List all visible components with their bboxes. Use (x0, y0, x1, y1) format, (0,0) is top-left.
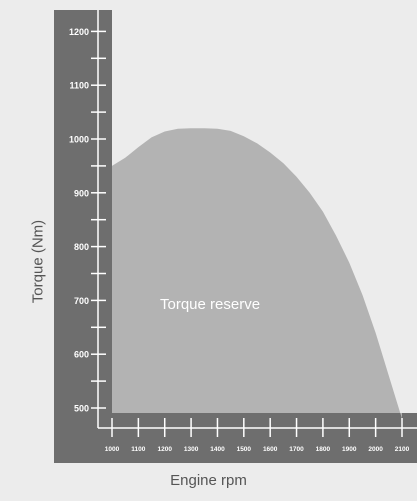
y-tick-label: 900 (74, 188, 89, 198)
x-axis-label: Engine rpm (170, 472, 247, 489)
x-tick-label: 2100 (395, 446, 410, 453)
x-tick-label: 1800 (316, 446, 331, 453)
torque-reserve-area (112, 128, 402, 419)
y-tick-label: 800 (74, 242, 89, 252)
x-axis-band (54, 413, 417, 463)
y-tick-label: 1000 (69, 135, 89, 145)
x-tick-label: 1300 (184, 446, 199, 453)
x-tick-label: 1200 (157, 446, 172, 453)
x-tick-label: 1500 (237, 446, 252, 453)
x-tick-label: 2000 (368, 446, 383, 453)
x-tick-label: 1900 (342, 446, 357, 453)
y-tick-label: 1200 (69, 27, 89, 37)
y-tick-label: 600 (74, 350, 89, 360)
x-tick-label: 1100 (131, 446, 145, 453)
y-axis-label: Torque (Nm) (29, 219, 47, 304)
y-axis-band (54, 10, 112, 463)
x-tick-label: 1700 (289, 446, 304, 453)
x-tick-label: 1400 (210, 446, 225, 453)
torque-reserve-label: Torque reserve (160, 296, 261, 313)
y-tick-label: 1100 (69, 81, 89, 91)
x-tick-label: 1600 (263, 446, 278, 453)
y-tick-label: 500 (74, 404, 89, 414)
y-tick-label: 700 (74, 296, 89, 306)
x-tick-label: 1000 (105, 446, 120, 453)
